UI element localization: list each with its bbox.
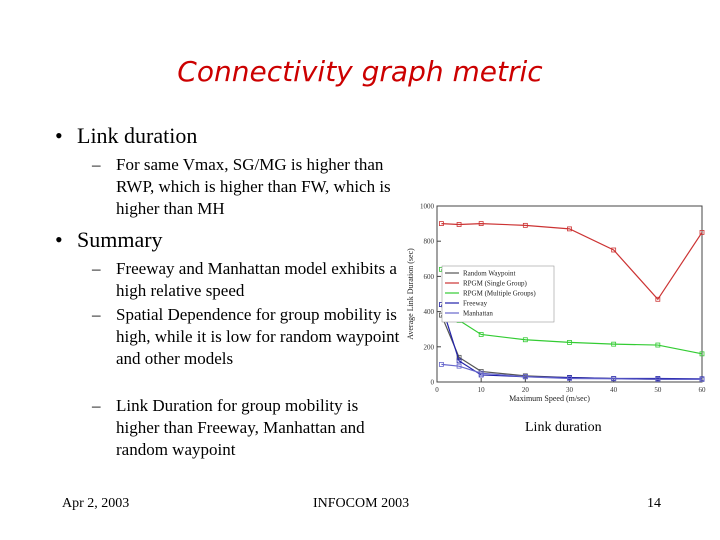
data-point <box>655 376 661 382</box>
footer-date: Apr 2, 2003 <box>62 496 130 511</box>
legend-box <box>441 265 555 323</box>
footer-venue: INFOCOM 2003 <box>313 496 410 511</box>
data-point <box>655 296 661 302</box>
x-tick-label: 60 <box>699 386 707 394</box>
x-tick-label: 50 <box>654 386 662 394</box>
y-tick-label: 200 <box>424 343 435 351</box>
legend-label: RPGM (Multiple Groups) <box>463 290 536 298</box>
x-tick-label: 30 <box>566 386 574 394</box>
bullet-link-duration: • Link duration <box>55 123 197 149</box>
data-point <box>699 376 705 382</box>
legend-label: Random Waypoint <box>463 270 515 278</box>
bullet-label: Summary <box>77 227 163 252</box>
data-point <box>567 376 572 381</box>
dash: – <box>92 155 101 174</box>
series-line <box>441 222 703 301</box>
footer-page: 14 <box>647 496 661 511</box>
data-point <box>478 370 484 376</box>
y-tick-label: 1000 <box>420 203 435 211</box>
data-point <box>456 363 462 369</box>
data-point <box>567 226 572 232</box>
data-point <box>439 361 444 367</box>
dash: – <box>92 259 101 278</box>
bullet-dot: • <box>55 123 63 148</box>
bullet-label: Link duration <box>77 123 198 148</box>
data-point <box>699 230 705 235</box>
data-point <box>456 222 462 227</box>
legend-label: RPGM (Single Group) <box>463 280 527 288</box>
sub-bullet-text: For same Vmax, SG/MG is higher than RWP,… <box>116 155 391 218</box>
y-tick-label: 0 <box>431 379 435 387</box>
data-point <box>478 221 484 227</box>
x-axis-label: Maximum Speed (m/sec) <box>509 394 590 403</box>
bullet-dot: • <box>55 227 63 252</box>
data-point <box>478 332 484 337</box>
y-tick-label: 400 <box>424 308 435 316</box>
sub-bullet-text: Spatial Dependence for group mobility is… <box>116 305 400 368</box>
data-point <box>611 247 617 253</box>
y-axis-label: Average Link Duration (sec) <box>406 248 415 340</box>
sub-bullet: – For same Vmax, SG/MG is higher than RW… <box>92 154 402 220</box>
dash: – <box>92 305 101 324</box>
data-point <box>522 337 528 343</box>
data-point <box>522 374 528 380</box>
legend-label: Manhattan <box>463 310 493 318</box>
series-line <box>440 269 703 355</box>
x-tick-label: 20 <box>522 386 530 394</box>
x-tick-label: 10 <box>478 386 486 394</box>
bullet-summary: • Summary <box>55 227 163 253</box>
y-tick-label: 800 <box>424 238 435 246</box>
legend-label: Freeway <box>463 300 488 308</box>
data-point <box>567 339 572 345</box>
dash: – <box>92 396 101 415</box>
series-line <box>441 363 702 380</box>
data-point <box>522 222 528 228</box>
data-point <box>655 342 661 348</box>
data-point <box>439 221 444 227</box>
sub-bullet-text: Freeway and Manhattan model exhibits a h… <box>116 259 397 300</box>
slide-title: Connectivity graph metric <box>177 55 543 88</box>
data-point <box>456 358 462 364</box>
data-point <box>611 376 617 382</box>
data-point <box>611 341 617 347</box>
y-tick-label: 600 <box>424 273 435 281</box>
x-tick-label: 0 <box>435 386 439 394</box>
sub-bullet: – Link Duration for group mobility is hi… <box>92 395 402 461</box>
chart-caption: Link duration <box>525 420 602 435</box>
sub-bullet-text: Link Duration for group mobility is high… <box>116 396 365 459</box>
x-tick-label: 40 <box>610 386 618 394</box>
sub-bullet: – Freeway and Manhattan model exhibits a… <box>92 258 402 302</box>
sub-bullet: – Spatial Dependence for group mobility … <box>92 304 402 370</box>
data-point <box>699 351 705 357</box>
